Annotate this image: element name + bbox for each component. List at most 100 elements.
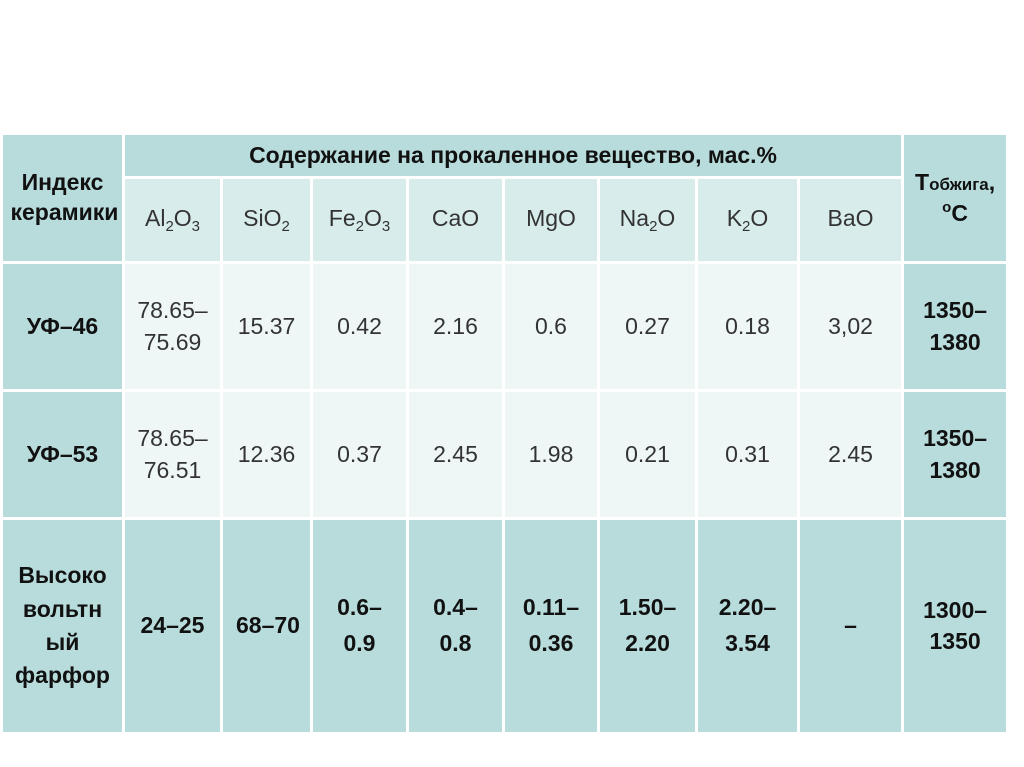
corner-header-text: Индекс керамики [10,169,119,225]
row-label-text: Высоко вольтн ый фарфор [15,562,110,689]
firing-temperature-cell: 1300–1350 [901,517,1010,735]
oxide-formula-part: O [657,204,676,231]
value-cell: 0.18 [695,261,800,392]
value-cell: 0.31 [695,389,800,520]
value-cell: 78.65–76.51 [122,389,223,520]
value-text: 2.16 [433,312,478,339]
temperature-subscript: обжига [929,174,989,194]
value-cell: 15.37 [220,261,313,392]
oxide-formula-part: O [173,204,192,231]
value-text: 78.65–76.51 [137,425,208,483]
value-text: 0.11– 0.36 [522,594,580,656]
value-cell: 0.11– 0.36 [502,517,600,735]
header-row-oxides: Al2O3 SiO2 Fe2O3 CaO MgO Na2O K2O BaO [2,176,1008,264]
corner-header: Индекс керамики [0,132,125,264]
value-text: 0.18 [725,312,770,339]
oxide-formula-part: O [363,204,382,231]
value-text: 0.27 [625,312,670,339]
oxide-formula-part: O [750,204,769,231]
temperature-comma: , [988,168,996,195]
value-text: 3,02 [828,312,873,339]
value-cell: 24–25 [122,517,223,735]
data-row: УФ–53 78.65–76.51 12.36 0.37 2.45 1.98 0.21 0.3… [0,389,1010,520]
firing-temperature-text: 1350–1380 [923,425,988,483]
oxide-formula-part: K [726,204,743,231]
firing-temperature-cell: 1350–1380 [901,261,1010,392]
value-text: 2.45 [433,440,478,467]
value-text: 0.31 [725,440,770,467]
firing-temperature-cell: 1350–1380 [901,389,1010,520]
oxide-formula-part: BaO [827,204,874,231]
row-label: Высоко вольтн ый фарфор [0,517,125,735]
oxide-header: Al2O3 [122,176,223,264]
oxide-formula-part: MgO [526,204,576,231]
value-text: 0.4– 0.8 [433,594,478,656]
value-text: 15.37 [237,312,296,339]
row-label: УФ–53 [0,389,125,520]
oxide-formula-part: Na [619,204,650,231]
oxide-subscript: 3 [191,217,201,235]
value-text: 0.21 [625,440,670,467]
data-row: Высоко вольтн ый фарфор 24–25 68–70 0.6– 0.… [0,517,1010,735]
oxide-subscript: 2 [355,217,364,235]
oxide-formula-part: Fe [328,204,356,231]
value-cell: 0.6– 0.9 [310,517,409,735]
value-text: 0.6 [535,312,567,339]
row-label: УФ–46 [0,261,125,392]
temperature-symbol: T [915,168,930,195]
data-row: УФ–46 78.65–75.69 15.37 0.42 2.16 0.6 0.27 0.18… [0,261,1010,392]
value-cell: 3,02 [796,261,905,392]
value-text: 0.6– 0.9 [337,594,382,656]
group-header: Содержание на прокаленное вещество, мас.… [121,132,905,179]
value-text: 68–70 [236,612,300,639]
degree-sign: o [942,199,952,216]
firing-temperature-text: 1350–1380 [923,297,988,355]
value-cell: 12.36 [220,389,313,520]
value-cell: 0.27 [597,261,698,392]
oxide-header: CaO [406,176,505,264]
value-cell: 0.37 [310,389,409,520]
value-text: 12.36 [237,440,296,467]
oxide-subscript: 2 [165,217,174,235]
value-text: 1.98 [528,440,574,467]
value-cell: 0.4– 0.8 [406,517,505,735]
oxide-header: Na2O [597,176,698,264]
ceramics-composition-table: Индекс керамики Содержание на прокаленно… [0,132,1010,735]
value-cell: – [796,517,905,735]
value-text: 0.42 [337,312,382,339]
temperature-unit: C [951,200,968,226]
header-row-group: Индекс керамики Содержание на прокаленно… [0,132,1010,264]
oxide-formula-part: SiO [243,204,282,231]
oxide-subscript: 2 [649,217,658,235]
oxide-header: Fe2O3 [310,176,409,264]
value-text: 1.50– 2.20 [618,594,677,656]
oxide-header: BaO [796,176,905,264]
oxide-header: MgO [502,176,600,264]
oxide-formula-part: Al [144,204,166,231]
firing-temperature-text: 1300–1350 [923,596,988,654]
value-text: 2.20– 3.54 [718,594,777,656]
oxide-subscript: 3 [381,217,391,235]
row-label-text: УФ–53 [26,440,99,467]
value-cell: 1.98 [502,389,600,520]
value-text: – [844,612,857,639]
temperature-header: Tобжига, oC [901,132,1010,264]
value-cell: 2.20– 3.54 [695,517,800,735]
value-cell: 2.16 [406,261,505,392]
oxide-subscript: 2 [742,217,751,235]
value-text: 24–25 [140,612,205,639]
value-cell: 2.45 [796,389,905,520]
oxide-header: K2O [695,176,800,264]
value-text: 78.65–75.69 [137,297,208,355]
oxide-formula-part: CaO [431,204,480,231]
value-cell: 78.65–75.69 [122,261,223,392]
value-cell: 0.6 [502,261,600,392]
value-cell: 0.42 [310,261,409,392]
value-cell: 1.50– 2.20 [597,517,698,735]
row-label-text: УФ–46 [26,312,99,339]
value-cell: 0.21 [597,389,698,520]
oxide-header: SiO2 [220,176,313,264]
value-text: 0.37 [337,440,382,467]
oxide-subscript: 2 [281,217,290,235]
value-cell: 68–70 [220,517,313,735]
